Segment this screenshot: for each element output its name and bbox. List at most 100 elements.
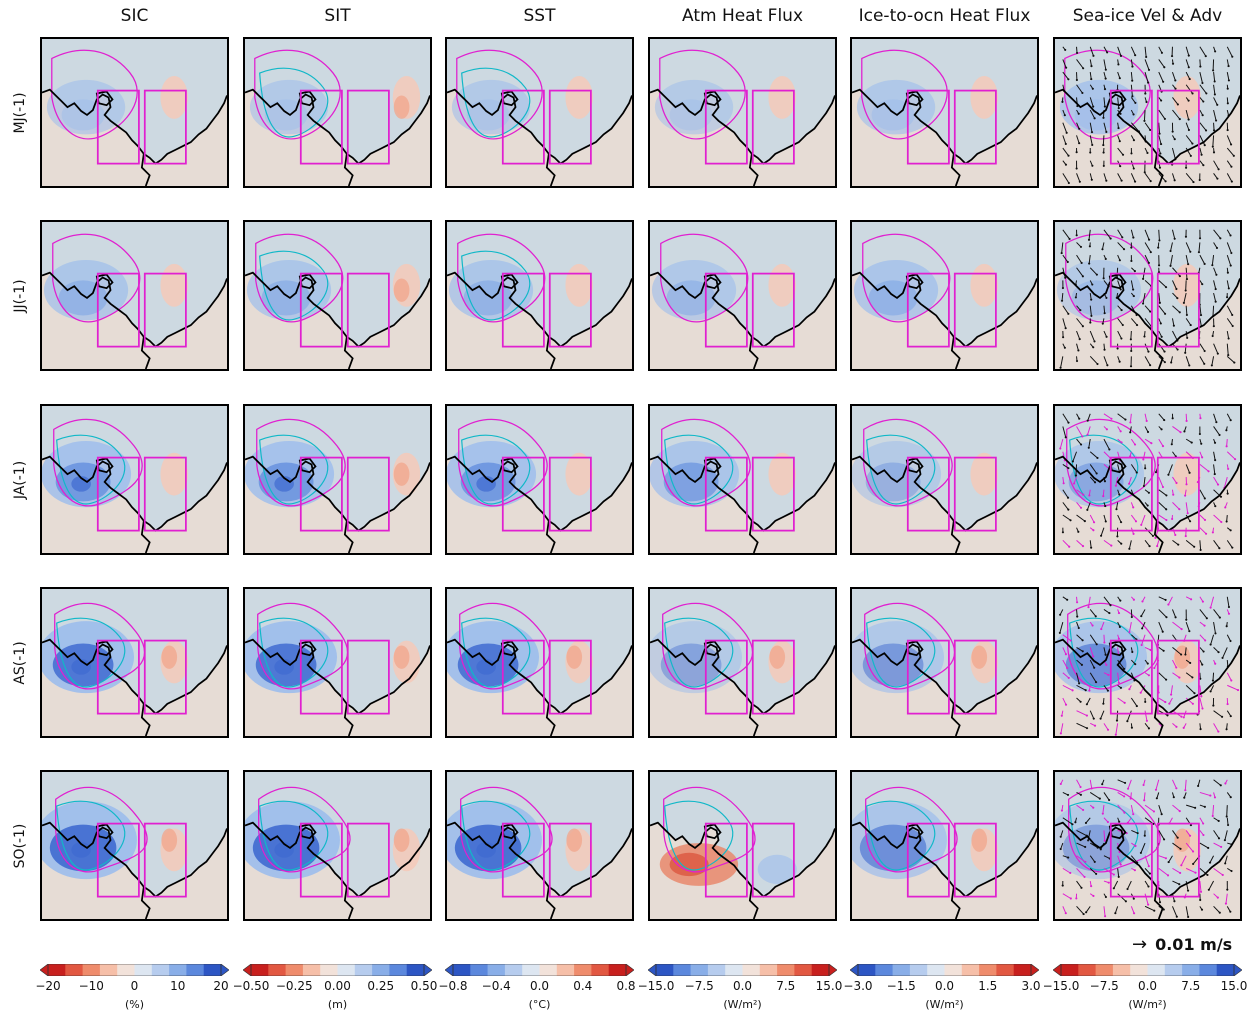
velocity-arrow: [1171, 173, 1176, 181]
land-mask: [650, 822, 835, 919]
velocity-arrow-head: [1071, 823, 1074, 826]
velocity-arrow: [1117, 672, 1120, 683]
land-mask: [852, 89, 1037, 186]
analysis-box-west: [704, 272, 748, 348]
velocity-arrow: [1089, 59, 1092, 67]
coastline: [545, 886, 556, 919]
colorbar-segment: [453, 964, 471, 976]
velocity-arrow-head: [1085, 911, 1088, 914]
significance-contour-secondary: [56, 617, 126, 688]
velocity-arrow-head: [1207, 470, 1210, 473]
velocity-arrow-head: [1091, 164, 1094, 167]
velocity-arrow: [1155, 779, 1160, 790]
velocity-arrow-head: [1118, 493, 1121, 496]
velocity-arrow-head: [1221, 656, 1224, 660]
velocity-arrow-head: [1059, 732, 1062, 735]
velocity-arrow-head: [1078, 142, 1081, 145]
analysis-box-west: [906, 456, 950, 532]
coastline: [950, 153, 961, 186]
velocity-arrow-head: [1079, 443, 1083, 446]
velocity-arrow-head: [1060, 809, 1064, 812]
coastline: [343, 703, 354, 736]
positive-anomaly-blob: [970, 452, 998, 496]
velocity-arrow: [1076, 880, 1082, 889]
colorbar-outline: [47, 964, 222, 976]
significance-contour: [54, 602, 146, 690]
velocity-arrow-head: [1203, 497, 1206, 500]
velocity-arrow-head: [1064, 48, 1067, 51]
velocity-arrow: [1185, 880, 1189, 891]
velocity-arrow: [1117, 779, 1126, 784]
velocity-arrow-head: [1147, 674, 1150, 677]
coastline: [42, 638, 227, 715]
analysis-box-west: [1109, 822, 1153, 898]
velocity-arrow-head: [1179, 431, 1182, 434]
velocity-arrow-head: [1193, 692, 1196, 695]
colorbar-tick-label: 0.0: [529, 979, 550, 993]
velocity-arrow: [1089, 330, 1095, 342]
velocity-arrow: [1226, 710, 1232, 717]
significance-contour-secondary: [866, 434, 936, 505]
velocity-arrow-head: [1144, 700, 1147, 704]
colorbar-segment: [1147, 964, 1166, 976]
coastline: [748, 336, 759, 369]
velocity-arrow: [1167, 464, 1173, 475]
velocity-arrow-head: [1078, 180, 1081, 183]
velocity-arrow-head: [1075, 151, 1078, 154]
velocity-arrow-head: [1216, 896, 1219, 899]
velocity-arrow: [1117, 868, 1120, 877]
velocity-arrow: [1089, 868, 1097, 875]
velocity-arrow: [1168, 817, 1173, 824]
velocity-arrow-head: [1199, 417, 1202, 420]
velocity-arrow-head: [1079, 309, 1082, 312]
velocity-arrow: [1062, 489, 1069, 499]
velocity-arrow-head: [1214, 288, 1217, 291]
velocity-arrow-head: [1164, 180, 1167, 183]
velocity-arrow-head: [1178, 311, 1181, 314]
velocity-arrow-head: [1155, 797, 1158, 800]
velocity-arrow-head: [1226, 296, 1229, 299]
velocity-arrow-head: [1187, 66, 1190, 69]
land-mask: [447, 272, 632, 369]
velocity-arrow-head: [1211, 334, 1214, 338]
velocity-arrow-head: [1202, 100, 1205, 103]
coastline: [1153, 886, 1164, 919]
velocity-arrow-head: [1191, 92, 1194, 95]
velocity-arrow-head: [1206, 873, 1209, 877]
velocity-arrow: [1076, 539, 1084, 547]
velocity-arrow-head: [1203, 518, 1207, 522]
velocity-arrow-head: [1225, 445, 1228, 448]
significance-contour-secondary: [259, 67, 329, 138]
velocity-arrow-head: [1226, 271, 1229, 274]
velocity-arrow: [1197, 779, 1201, 787]
velocity-arrow-head: [1145, 100, 1148, 104]
velocity-arrow: [1076, 84, 1083, 94]
velocity-arrow-head: [1158, 239, 1161, 242]
column-title-sic: SIC: [120, 6, 149, 26]
velocity-arrow-head: [1080, 663, 1083, 666]
positive-anomaly-blob: [161, 828, 178, 852]
velocity-arrow-head: [1105, 296, 1108, 300]
velocity-arrow: [1185, 539, 1195, 548]
velocity-arrow: [1213, 267, 1217, 275]
velocity-arrow: [1226, 805, 1228, 817]
coastline: [950, 886, 961, 919]
velocity-arrow: [1213, 426, 1220, 436]
positive-anomaly-blob: [393, 645, 410, 669]
velocity-arrow: [1130, 122, 1140, 132]
velocity-arrow-head: [1061, 531, 1065, 534]
velocity-arrow-head: [1218, 616, 1221, 619]
velocity-arrow: [1172, 880, 1180, 885]
velocity-arrow: [1130, 59, 1133, 67]
velocity-arrow: [1199, 464, 1209, 472]
velocity-arrow-head: [1211, 531, 1214, 534]
map-panel-as-1-sit: [243, 587, 432, 738]
velocity-arrow-head: [1200, 908, 1204, 911]
velocity-arrow: [1171, 229, 1176, 239]
velocity-arrow-head: [1221, 873, 1224, 877]
velocity-arrow: [1158, 438, 1164, 447]
analysis-box-west: [906, 272, 950, 348]
colorbar-ice-to-ocn-heat-flux: [850, 964, 1039, 976]
negative-anomaly-blob: [868, 280, 918, 316]
velocity-arrow-head: [1213, 80, 1216, 83]
